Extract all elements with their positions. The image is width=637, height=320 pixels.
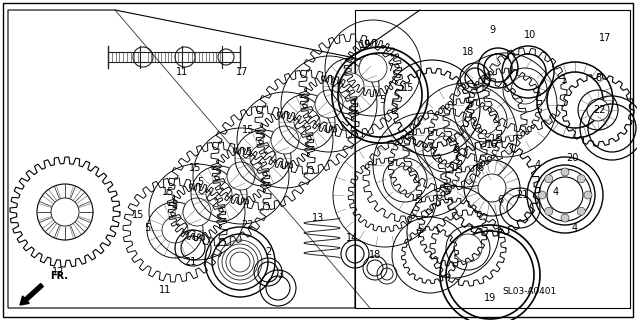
Circle shape xyxy=(538,191,546,199)
Text: 15: 15 xyxy=(402,83,414,93)
Text: 4: 4 xyxy=(553,187,559,197)
Text: 11: 11 xyxy=(159,285,171,295)
Text: 2: 2 xyxy=(265,247,271,257)
Text: 8: 8 xyxy=(595,73,601,83)
Text: 7: 7 xyxy=(387,63,393,73)
Text: 5: 5 xyxy=(379,95,385,105)
Circle shape xyxy=(577,207,585,215)
Text: 15: 15 xyxy=(242,125,254,135)
Text: 13: 13 xyxy=(312,213,324,223)
Text: 3: 3 xyxy=(277,270,283,280)
Circle shape xyxy=(271,126,299,154)
Text: 21: 21 xyxy=(184,257,196,267)
Text: 18: 18 xyxy=(462,47,474,57)
Text: 7: 7 xyxy=(415,230,421,240)
Circle shape xyxy=(218,49,234,65)
Text: 12: 12 xyxy=(52,267,64,277)
Text: 15: 15 xyxy=(162,187,174,197)
Text: 19: 19 xyxy=(359,40,371,50)
Circle shape xyxy=(315,90,343,118)
Text: 4: 4 xyxy=(572,223,578,233)
Text: 16: 16 xyxy=(486,140,498,150)
Circle shape xyxy=(511,76,539,104)
Text: 18: 18 xyxy=(369,250,381,260)
FancyArrow shape xyxy=(20,284,43,305)
Text: 5: 5 xyxy=(171,200,177,210)
Circle shape xyxy=(545,175,553,183)
Text: 21: 21 xyxy=(516,190,528,200)
Text: FR.: FR. xyxy=(50,271,68,281)
Circle shape xyxy=(391,166,419,194)
Text: 17: 17 xyxy=(599,33,611,43)
Text: 1: 1 xyxy=(561,75,567,85)
Circle shape xyxy=(454,234,482,262)
Circle shape xyxy=(338,73,364,99)
Text: 6: 6 xyxy=(477,163,483,173)
Circle shape xyxy=(545,207,553,215)
Text: SL03-A0401: SL03-A0401 xyxy=(503,287,557,297)
Text: 11: 11 xyxy=(176,67,188,77)
Circle shape xyxy=(478,174,506,202)
Circle shape xyxy=(250,145,276,171)
Text: 14: 14 xyxy=(346,233,358,243)
Text: 17: 17 xyxy=(236,67,248,77)
Text: 22: 22 xyxy=(594,105,606,115)
Circle shape xyxy=(584,191,592,199)
Circle shape xyxy=(561,214,569,222)
Circle shape xyxy=(561,168,569,176)
Circle shape xyxy=(471,106,499,134)
Circle shape xyxy=(227,162,255,190)
Circle shape xyxy=(51,198,79,226)
Text: 5: 5 xyxy=(197,177,203,187)
Text: 15: 15 xyxy=(132,210,144,220)
Text: 9: 9 xyxy=(489,25,495,35)
Circle shape xyxy=(587,99,609,121)
Circle shape xyxy=(359,54,387,82)
Text: 5: 5 xyxy=(144,223,150,233)
Circle shape xyxy=(162,217,188,243)
Text: 15: 15 xyxy=(189,163,201,173)
Circle shape xyxy=(175,47,195,67)
Circle shape xyxy=(133,47,153,67)
Circle shape xyxy=(206,181,232,207)
Text: 22: 22 xyxy=(242,220,254,230)
Text: 4: 4 xyxy=(535,160,541,170)
Text: 10: 10 xyxy=(524,30,536,40)
Text: 19: 19 xyxy=(484,293,496,303)
Circle shape xyxy=(183,198,211,226)
Text: 5: 5 xyxy=(245,147,251,157)
Text: 20: 20 xyxy=(566,153,578,163)
Circle shape xyxy=(431,136,459,164)
Text: 6: 6 xyxy=(453,143,459,153)
Circle shape xyxy=(577,175,585,183)
Circle shape xyxy=(294,109,320,135)
Text: 6: 6 xyxy=(497,195,503,205)
